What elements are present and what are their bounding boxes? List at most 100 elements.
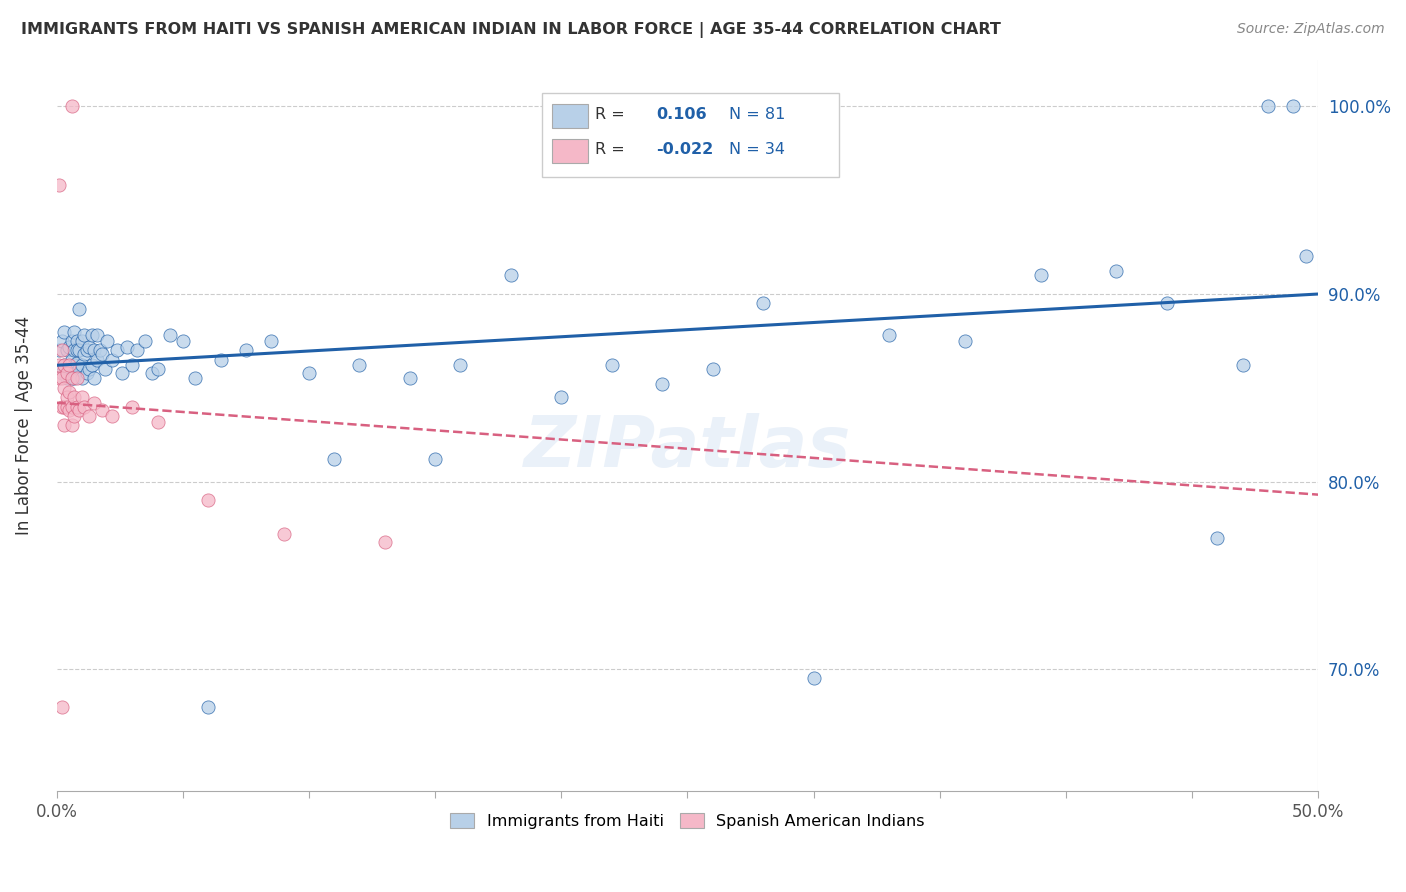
- Point: [63, 343, 86, 358]
- Point: [79, 409, 101, 423]
- Point: [48, 178, 70, 193]
- Point: [101, 352, 124, 367]
- Point: [1156, 296, 1178, 310]
- Point: [1232, 358, 1254, 372]
- Point: [1257, 99, 1279, 113]
- Point: [1282, 99, 1305, 113]
- Point: [53, 358, 76, 372]
- Point: [146, 362, 169, 376]
- Point: [51, 699, 73, 714]
- Point: [260, 334, 283, 348]
- Point: [702, 362, 724, 376]
- Point: [146, 415, 169, 429]
- Point: [53, 400, 76, 414]
- Point: [172, 334, 194, 348]
- Point: [55, 390, 77, 404]
- Point: [60, 371, 83, 385]
- Point: [73, 328, 96, 343]
- Point: [1295, 250, 1317, 264]
- Point: [803, 672, 825, 686]
- Point: [80, 328, 103, 343]
- Point: [51, 343, 73, 358]
- Point: [70, 390, 93, 404]
- Point: [48, 343, 70, 358]
- Point: [66, 356, 89, 370]
- Legend: Immigrants from Haiti, Spanish American Indians: Immigrants from Haiti, Spanish American …: [443, 806, 931, 836]
- Point: [91, 347, 114, 361]
- Point: [273, 527, 295, 541]
- Point: [58, 362, 80, 376]
- Point: [60, 418, 83, 433]
- Point: [93, 362, 115, 376]
- Point: [127, 343, 149, 358]
- Point: [86, 328, 108, 343]
- Y-axis label: In Labor Force | Age 35-44: In Labor Force | Age 35-44: [15, 316, 32, 535]
- Point: [63, 390, 86, 404]
- Point: [117, 339, 139, 353]
- Point: [651, 377, 673, 392]
- Point: [70, 334, 93, 348]
- Point: [197, 493, 219, 508]
- Text: 0.106: 0.106: [657, 107, 707, 122]
- Point: [73, 347, 96, 361]
- Point: [53, 381, 76, 395]
- Point: [111, 366, 134, 380]
- Point: [58, 366, 80, 380]
- Point: [58, 384, 80, 399]
- Text: -0.022: -0.022: [657, 142, 713, 157]
- FancyBboxPatch shape: [543, 93, 839, 177]
- Point: [101, 409, 124, 423]
- Text: R =: R =: [595, 107, 626, 122]
- Text: N = 34: N = 34: [730, 142, 785, 157]
- Point: [51, 400, 73, 414]
- Point: [752, 296, 775, 310]
- Point: [66, 400, 89, 414]
- Point: [423, 452, 446, 467]
- Text: R =: R =: [595, 142, 626, 157]
- Point: [55, 343, 77, 358]
- Point: [83, 396, 105, 410]
- Point: [51, 371, 73, 385]
- Point: [197, 699, 219, 714]
- Point: [79, 339, 101, 353]
- Point: [323, 452, 346, 467]
- Point: [399, 371, 422, 385]
- Point: [58, 339, 80, 353]
- Point: [83, 343, 105, 358]
- Point: [121, 400, 143, 414]
- Point: [67, 343, 90, 358]
- Point: [79, 362, 101, 376]
- Point: [349, 358, 371, 372]
- Point: [60, 334, 83, 348]
- Point: [76, 366, 98, 380]
- Text: ZIPatlas: ZIPatlas: [524, 413, 851, 482]
- Point: [235, 343, 257, 358]
- Point: [298, 366, 321, 380]
- FancyBboxPatch shape: [553, 104, 588, 128]
- Point: [91, 403, 114, 417]
- Point: [184, 371, 207, 385]
- Point: [48, 358, 70, 372]
- Point: [374, 534, 396, 549]
- Point: [600, 358, 623, 372]
- FancyBboxPatch shape: [553, 139, 588, 162]
- Point: [159, 328, 181, 343]
- Point: [449, 358, 471, 372]
- Point: [73, 400, 96, 414]
- Point: [58, 403, 80, 417]
- Point: [55, 371, 77, 385]
- Point: [1206, 531, 1229, 545]
- Point: [96, 334, 118, 348]
- Point: [67, 362, 90, 376]
- Point: [105, 343, 128, 358]
- Point: [953, 334, 976, 348]
- Text: IMMIGRANTS FROM HAITI VS SPANISH AMERICAN INDIAN IN LABOR FORCE | AGE 35-44 CORR: IMMIGRANTS FROM HAITI VS SPANISH AMERICA…: [21, 22, 1001, 38]
- Point: [60, 99, 83, 113]
- Point: [80, 358, 103, 372]
- Point: [66, 334, 89, 348]
- Point: [134, 334, 156, 348]
- Point: [66, 343, 89, 358]
- Point: [86, 352, 108, 367]
- Point: [879, 328, 901, 343]
- Point: [63, 409, 86, 423]
